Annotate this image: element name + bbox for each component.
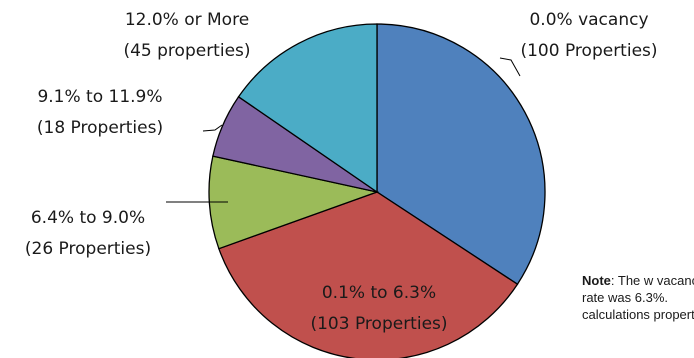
leader-line-9-1-to-11-9: [202, 124, 223, 132]
slice-label-6-4-to-9-0-range: 6.4% to 9.0%: [31, 208, 145, 228]
note-text: Note: The w vacancy rate was 6.3%. calcu…: [582, 272, 694, 323]
slice-label-0-0-vacancy-range: 0.0% vacancy: [529, 10, 648, 30]
slice-label-9-1-to-11-9-range: 9.1% to 11.9%: [37, 87, 162, 107]
slice-label-0-1-to-6-3-count: (103 Properties): [310, 314, 447, 334]
note-label: Note: [582, 273, 611, 288]
pie-slice-0-1-to-6-3: [218, 191, 519, 358]
pie-slice-12-0-or-more: [237, 23, 378, 194]
pie-slice-6-4-to-9-0: [208, 155, 380, 250]
slice-label-6-4-to-9-0-count: (26 Properties): [25, 239, 151, 259]
slice-label-9-1-to-11-9-count: (18 Properties): [37, 118, 163, 138]
leader-line-0-0-vacancy: [499, 57, 521, 77]
note-body: : The w vacancy rate was 6.3%. calculati…: [582, 273, 694, 322]
slice-label-12-0-or-more-range: 12.0% or More: [125, 10, 249, 30]
slice-label-0-1-to-6-3-range: 0.1% to 6.3%: [322, 283, 436, 303]
slice-label-0-0-vacancy-count: (100 Properties): [520, 41, 657, 61]
slice-label-12-0-or-more-count: (45 properties): [123, 41, 250, 61]
